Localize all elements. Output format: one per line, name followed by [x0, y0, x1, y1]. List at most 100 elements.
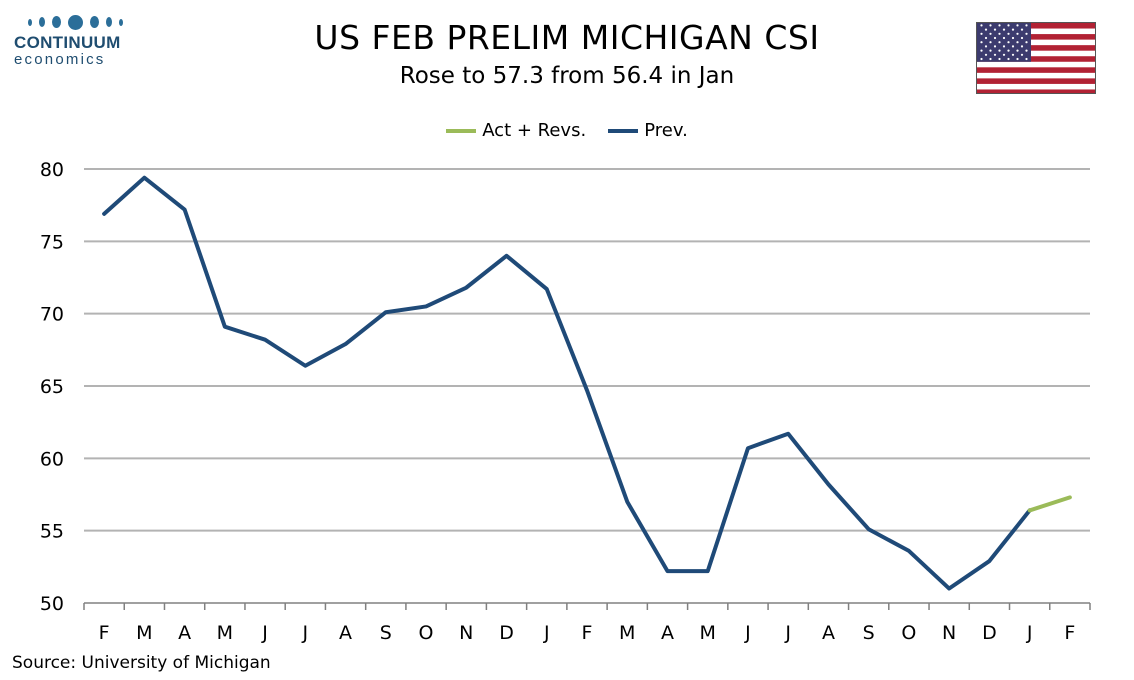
flag-star — [1020, 45, 1024, 48]
x-tick-label: N — [459, 622, 473, 644]
us-flag-icon — [976, 22, 1096, 94]
series-line-act-revs — [1027, 495, 1072, 513]
flag-star — [1011, 28, 1015, 31]
flag-star — [1007, 32, 1010, 35]
flag-star — [984, 45, 988, 48]
flag-star — [984, 36, 988, 40]
flag-star — [998, 24, 1001, 27]
y-tick-label: 60 — [40, 448, 64, 470]
flag-star — [1002, 53, 1006, 56]
legend-item-act: Act + Revs. — [446, 120, 586, 141]
logo-subtitle: economics — [14, 51, 106, 68]
x-tick-label: S — [380, 622, 392, 644]
flag-star — [1016, 41, 1019, 44]
x-tick-label: M — [619, 622, 635, 644]
x-tick-label: M — [136, 622, 152, 644]
flag-star — [1007, 57, 1010, 61]
flag-star — [998, 49, 1001, 52]
continuum-logo: CONTINUUM economics — [14, 14, 134, 68]
flag-star — [1011, 53, 1015, 56]
x-tick-label: J — [744, 622, 751, 644]
flag-star — [989, 49, 992, 52]
y-tick-label: 50 — [40, 593, 64, 615]
x-tick-label: D — [982, 622, 997, 644]
flag-star — [989, 41, 992, 44]
x-tick-label: J — [261, 622, 268, 644]
x-tick-label: F — [1064, 622, 1075, 644]
y-tick-label: 70 — [40, 304, 64, 326]
flag-star — [1020, 53, 1024, 56]
flag-star — [980, 49, 983, 52]
flag-star — [1020, 28, 1024, 31]
x-tick-label: O — [419, 622, 434, 644]
y-tick-label: 75 — [40, 231, 64, 253]
flag-star — [1025, 49, 1028, 52]
flag-star — [980, 24, 983, 27]
x-tick-label: D — [499, 622, 514, 644]
flag-star — [993, 45, 997, 48]
flag-star — [998, 57, 1001, 61]
us-flag-svg — [977, 23, 1095, 93]
flag-star — [1020, 36, 1024, 40]
x-tick-label: N — [942, 622, 956, 644]
flag-star — [1002, 45, 1006, 48]
x-tick-label: M — [700, 622, 716, 644]
x-tick-label: A — [178, 622, 191, 644]
y-tick-label: 55 — [40, 521, 64, 543]
flag-star — [989, 32, 992, 35]
legend-swatch-prev — [608, 128, 639, 133]
x-tick-label: S — [863, 622, 875, 644]
x-tick-label: M — [217, 622, 233, 644]
series-line-prev — [102, 175, 1032, 591]
x-tick-label: J — [302, 622, 309, 644]
chart-subtitle: Rose to 57.3 from 56.4 in Jan — [399, 63, 735, 89]
flag-star — [993, 53, 997, 56]
flag-star — [1016, 24, 1019, 27]
flag-star — [980, 32, 983, 35]
flag-star — [984, 28, 988, 31]
x-tick-label: O — [901, 622, 916, 644]
x-tick-label: A — [339, 622, 352, 644]
legend-swatch-act — [446, 128, 477, 133]
x-tick-label: J — [543, 622, 550, 644]
x-tick-label: A — [822, 622, 835, 644]
x-tick-label: F — [99, 622, 110, 644]
legend-label-prev: Prev. — [644, 120, 688, 141]
flag-star — [998, 41, 1001, 44]
x-tick-label: A — [661, 622, 674, 644]
logo-dots-icon — [28, 14, 134, 30]
flag-star — [1025, 57, 1028, 61]
logo-wordmark: CONTINUUM — [14, 33, 121, 52]
x-tick-label: J — [1026, 622, 1033, 644]
flag-star — [989, 57, 992, 61]
legend-label-act: Act + Revs. — [482, 120, 587, 141]
flag-star — [993, 28, 997, 31]
flag-star — [980, 41, 983, 44]
x-tick-label: F — [582, 622, 593, 644]
flag-star — [1025, 41, 1028, 44]
flag-star — [1007, 49, 1010, 52]
y-tick-label: 80 — [40, 159, 64, 181]
flag-star — [980, 57, 983, 61]
source-note: Source: University of Michigan — [12, 653, 271, 673]
flag-star — [1011, 45, 1015, 48]
flag-star — [1025, 32, 1028, 35]
y-tick-label: 65 — [40, 376, 64, 398]
flag-star — [1007, 41, 1010, 44]
chart-legend: Act + Revs. Prev. — [0, 120, 1134, 141]
flag-star — [993, 36, 997, 40]
flag-star — [989, 24, 992, 27]
flag-star — [1016, 49, 1019, 52]
flag-star — [998, 32, 1001, 35]
flag-star — [1002, 28, 1006, 31]
legend-item-prev: Prev. — [608, 120, 688, 141]
flag-star — [1007, 24, 1010, 27]
flag-star — [1002, 36, 1006, 40]
flag-star — [984, 53, 988, 56]
flag-star — [1025, 24, 1028, 27]
flag-star — [1016, 57, 1019, 61]
flag-star — [1011, 36, 1015, 40]
x-tick-label: J — [784, 622, 791, 644]
chart-title: US FEB PRELIM MICHIGAN CSI — [314, 18, 820, 57]
